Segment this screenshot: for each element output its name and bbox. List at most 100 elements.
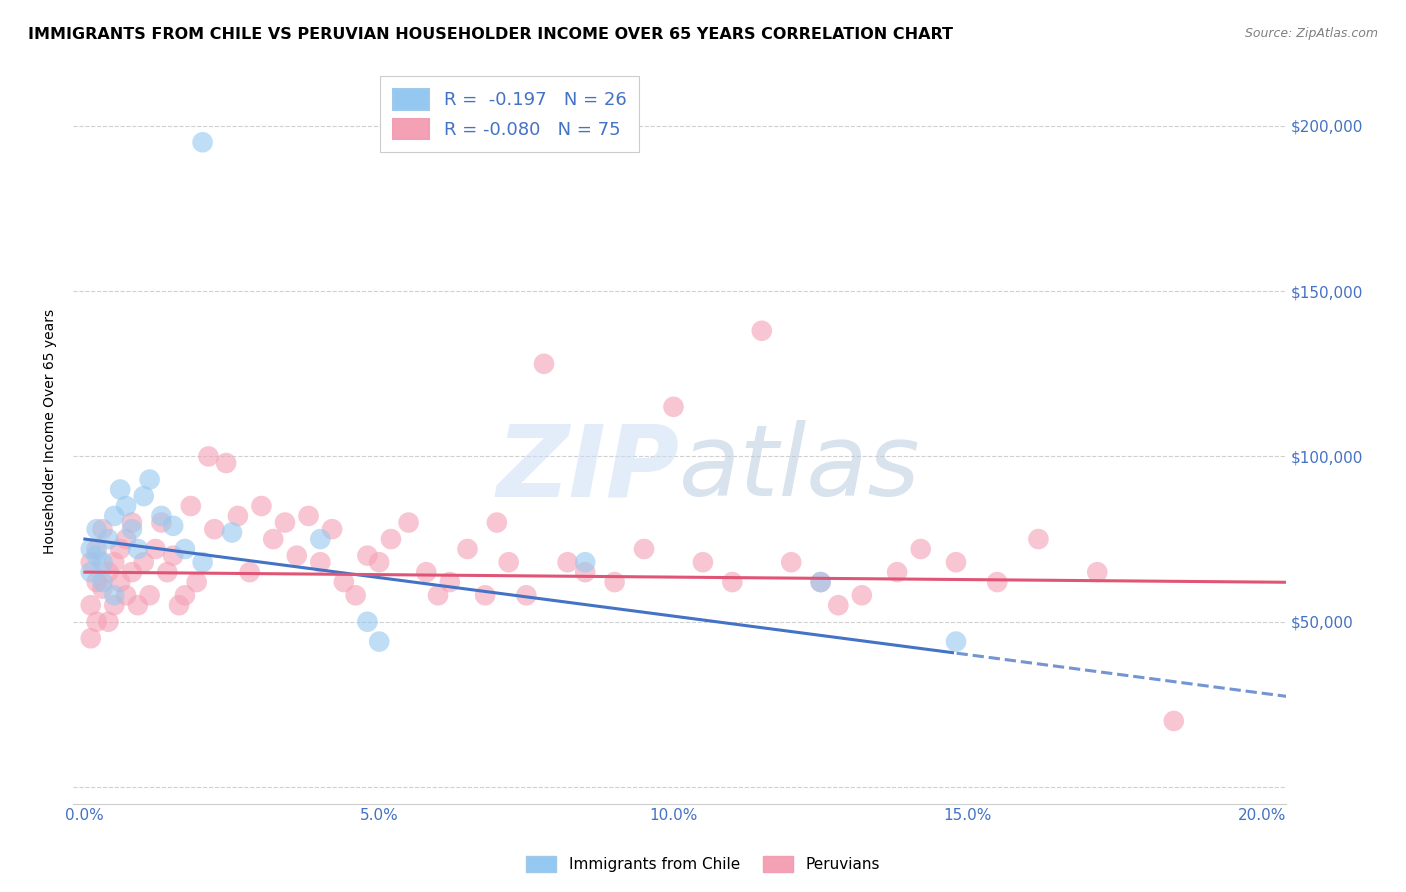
Point xyxy=(127,541,149,556)
Point xyxy=(810,575,832,590)
Point xyxy=(1163,714,1185,728)
Point xyxy=(309,555,332,569)
Text: ZIP: ZIP xyxy=(496,420,679,517)
Point xyxy=(191,555,214,569)
Point xyxy=(80,541,103,556)
Point xyxy=(515,588,537,602)
Point xyxy=(132,555,155,569)
Point xyxy=(910,541,932,556)
Point xyxy=(86,549,108,563)
Point xyxy=(121,516,143,530)
Point xyxy=(415,565,437,579)
Point xyxy=(380,532,402,546)
Point xyxy=(108,541,131,556)
Point xyxy=(86,575,108,590)
Point xyxy=(297,508,319,523)
Point xyxy=(309,532,332,546)
Y-axis label: Householder Income Over 65 years: Householder Income Over 65 years xyxy=(44,309,58,554)
Point xyxy=(1028,532,1050,546)
Point xyxy=(321,522,343,536)
Point xyxy=(86,615,108,629)
Point xyxy=(356,549,378,563)
Point xyxy=(721,575,744,590)
Point xyxy=(103,598,125,612)
Legend: Immigrants from Chile, Peruvians: Immigrants from Chile, Peruvians xyxy=(519,848,887,880)
Point xyxy=(197,450,219,464)
Point xyxy=(810,575,832,590)
Point xyxy=(103,588,125,602)
Point xyxy=(456,541,478,556)
Point xyxy=(86,522,108,536)
Point xyxy=(80,632,103,646)
Point xyxy=(86,541,108,556)
Text: Source: ZipAtlas.com: Source: ZipAtlas.com xyxy=(1244,27,1378,40)
Point xyxy=(97,532,120,546)
Point xyxy=(121,522,143,536)
Point xyxy=(557,555,579,569)
Point xyxy=(498,555,520,569)
Point xyxy=(986,575,1008,590)
Point xyxy=(344,588,367,602)
Point xyxy=(368,555,391,569)
Point xyxy=(427,588,450,602)
Point xyxy=(274,516,297,530)
Point xyxy=(1085,565,1108,579)
Point xyxy=(180,499,202,513)
Point xyxy=(91,522,114,536)
Point xyxy=(886,565,908,579)
Point xyxy=(780,555,803,569)
Point xyxy=(633,541,655,556)
Point xyxy=(191,135,214,149)
Point xyxy=(156,565,179,579)
Point xyxy=(103,555,125,569)
Point xyxy=(115,532,138,546)
Point xyxy=(186,575,208,590)
Point xyxy=(202,522,225,536)
Point xyxy=(103,508,125,523)
Point xyxy=(439,575,461,590)
Point xyxy=(97,615,120,629)
Point xyxy=(167,598,190,612)
Point xyxy=(250,499,273,513)
Point xyxy=(533,357,555,371)
Point xyxy=(150,516,173,530)
Point xyxy=(945,634,967,648)
Point xyxy=(285,549,308,563)
Point xyxy=(97,565,120,579)
Point xyxy=(162,519,184,533)
Point xyxy=(91,575,114,590)
Point xyxy=(574,565,596,579)
Point xyxy=(115,588,138,602)
Point xyxy=(398,516,420,530)
Point xyxy=(574,555,596,569)
Point xyxy=(174,588,197,602)
Point xyxy=(662,400,685,414)
Point xyxy=(174,541,197,556)
Point xyxy=(692,555,714,569)
Point xyxy=(226,508,249,523)
Point xyxy=(333,575,356,590)
Point xyxy=(215,456,238,470)
Point xyxy=(132,489,155,503)
Point xyxy=(108,575,131,590)
Point xyxy=(945,555,967,569)
Point xyxy=(121,565,143,579)
Point xyxy=(138,473,160,487)
Point xyxy=(150,508,173,523)
Point xyxy=(603,575,626,590)
Point xyxy=(115,499,138,513)
Point xyxy=(80,555,103,569)
Point xyxy=(145,541,167,556)
Point xyxy=(356,615,378,629)
Point xyxy=(91,555,114,569)
Point xyxy=(162,549,184,563)
Point xyxy=(221,525,243,540)
Point xyxy=(751,324,773,338)
Legend: R =  -0.197   N = 26, R = -0.080   N = 75: R = -0.197 N = 26, R = -0.080 N = 75 xyxy=(380,76,638,152)
Point xyxy=(485,516,508,530)
Point xyxy=(262,532,284,546)
Point xyxy=(474,588,496,602)
Point xyxy=(80,565,103,579)
Point xyxy=(80,598,103,612)
Point xyxy=(127,598,149,612)
